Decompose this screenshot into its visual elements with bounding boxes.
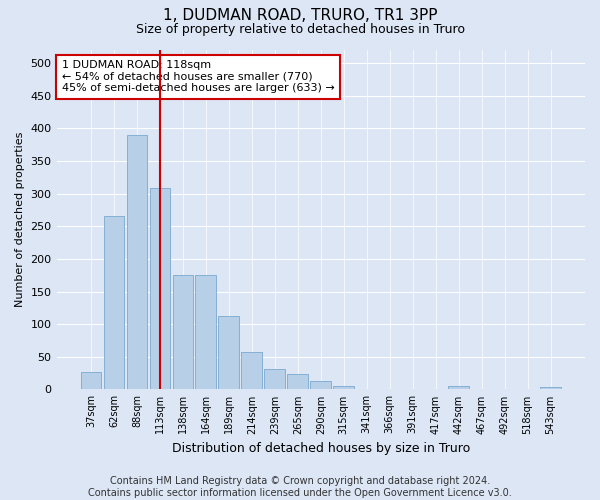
Text: Size of property relative to detached houses in Truro: Size of property relative to detached ho… [136, 22, 464, 36]
Bar [196, 275, 216, 390]
Text: Contains HM Land Registry data © Crown copyright and database right 2024.
Contai: Contains HM Land Registry data © Crown c… [88, 476, 512, 498]
Bar [334, 386, 354, 390]
Bar [448, 386, 469, 390]
Bar [287, 374, 308, 390]
Y-axis label: Number of detached properties: Number of detached properties [15, 132, 25, 308]
Bar [310, 381, 331, 390]
Bar [149, 188, 170, 390]
Bar [173, 275, 193, 390]
Bar [241, 352, 262, 390]
Bar [104, 216, 124, 390]
Text: 1 DUDMAN ROAD: 118sqm
← 54% of detached houses are smaller (770)
45% of semi-det: 1 DUDMAN ROAD: 118sqm ← 54% of detached … [62, 60, 335, 94]
X-axis label: Distribution of detached houses by size in Truro: Distribution of detached houses by size … [172, 442, 470, 455]
Bar [218, 316, 239, 390]
Text: 1, DUDMAN ROAD, TRURO, TR1 3PP: 1, DUDMAN ROAD, TRURO, TR1 3PP [163, 8, 437, 22]
Bar [80, 372, 101, 390]
Bar [265, 368, 285, 390]
Bar [540, 387, 561, 390]
Bar [127, 135, 147, 390]
